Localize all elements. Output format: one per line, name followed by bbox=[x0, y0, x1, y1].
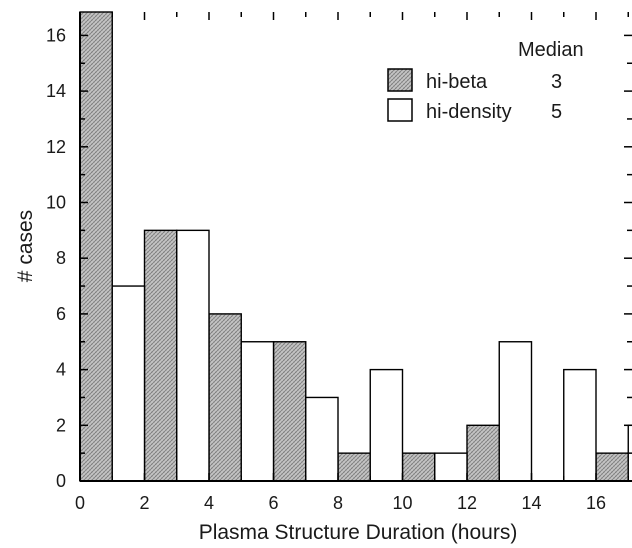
bar-hi-beta-10-11 bbox=[401, 452, 436, 482]
y-tick-label-14: 14 bbox=[46, 81, 66, 101]
x-tick-label-8: 8 bbox=[333, 493, 343, 513]
bar-hi-density-11-12 bbox=[434, 452, 468, 482]
legend-median-hi-density: 5 bbox=[551, 101, 562, 123]
bar-hi-density-9-10 bbox=[369, 368, 404, 482]
bar-hi-beta-2-3 bbox=[143, 229, 178, 482]
legend-label-hi-beta: hi-beta bbox=[426, 71, 488, 93]
y-tick-label-8: 8 bbox=[56, 248, 66, 268]
legend-median-hi-beta: 3 bbox=[551, 71, 562, 93]
y-tick-label-0: 0 bbox=[56, 471, 66, 491]
x-tick-label-0: 0 bbox=[75, 493, 85, 513]
x-tick-label-14: 14 bbox=[521, 493, 541, 513]
y-tick-label-6: 6 bbox=[56, 304, 66, 324]
legend-label-hi-density: hi-density bbox=[426, 101, 512, 123]
x-tick-label-2: 2 bbox=[139, 493, 149, 513]
x-tick-label-4: 4 bbox=[204, 493, 214, 513]
x-tick-label-12: 12 bbox=[457, 493, 477, 513]
x-tick-label-10: 10 bbox=[392, 493, 412, 513]
bar-hi-beta-6-7 bbox=[272, 341, 307, 482]
x-tick-label-6: 6 bbox=[268, 493, 278, 513]
x-axis-title: Plasma Structure Duration (hours) bbox=[199, 521, 518, 544]
bar-hi-beta-16-17 bbox=[595, 452, 629, 482]
y-axis-title: # cases bbox=[14, 210, 37, 282]
bar-hi-density-15-16 bbox=[563, 368, 597, 482]
legend-swatch-hi-beta bbox=[387, 68, 413, 92]
bar-hi-beta-4-5 bbox=[208, 313, 242, 482]
legend: Median hi-beta 3 hi-density 5 bbox=[387, 39, 584, 123]
y-tick-label-2: 2 bbox=[56, 415, 66, 435]
y-tick-label-10: 10 bbox=[46, 193, 66, 213]
y-tick-label-4: 4 bbox=[56, 360, 66, 380]
legend-swatch-hi-density bbox=[387, 98, 413, 122]
ticks-group: 0 2 4 6 8 10 12 14 16 0 2 4 6 8 10 12 14 16 bbox=[46, 12, 632, 513]
bar-hi-beta-8-9 bbox=[337, 452, 371, 482]
bars-group bbox=[79, 11, 632, 482]
axes-group bbox=[79, 12, 632, 482]
bar-hi-density-5-6 bbox=[240, 341, 275, 482]
y-tick-label-12: 12 bbox=[46, 137, 66, 157]
bar-hi-beta-12-13 bbox=[466, 424, 500, 482]
y-tick-label-16: 16 bbox=[46, 25, 66, 45]
bar-hi-density-3-4 bbox=[176, 229, 210, 482]
bar-hi-density-1-2 bbox=[111, 285, 146, 482]
legend-title: Median bbox=[518, 39, 584, 61]
bar-hi-density-7-8 bbox=[305, 396, 339, 482]
bar-hi-density-13-14 bbox=[498, 341, 533, 482]
x-tick-label-16: 16 bbox=[586, 493, 606, 513]
bar-hi-beta-0-1 bbox=[79, 11, 113, 482]
